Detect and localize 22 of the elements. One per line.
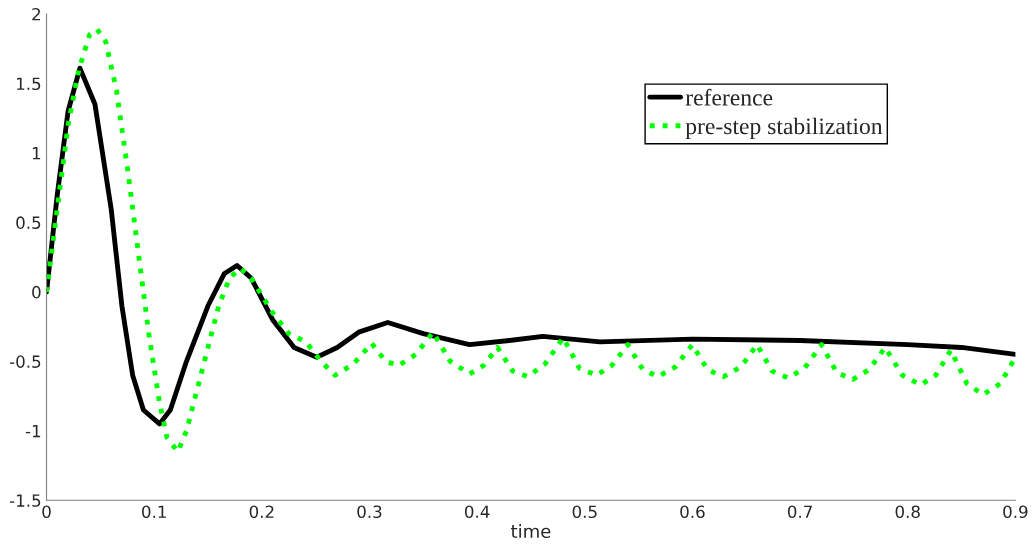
x-tick-label: 0 — [42, 505, 51, 519]
y-tick-label: -1.5 — [9, 494, 41, 507]
x-tick-label: 0.7 — [787, 505, 812, 519]
x-tick-label: 0.6 — [680, 505, 705, 519]
x-tick-label: 0.4 — [464, 505, 490, 519]
x-tick-label: 0.9 — [1003, 505, 1028, 519]
legend-label: pre-step stabilization — [685, 117, 883, 140]
x-tick-label: 0.2 — [249, 505, 274, 519]
x-tick-label: 0.3 — [357, 505, 382, 519]
line-series — [46, 65, 1016, 427]
x-tick-label: 0.8 — [895, 505, 920, 519]
y-tick-label: -0.5 — [9, 355, 41, 368]
y-tick-label: 0.5 — [16, 216, 41, 229]
legend-label: reference — [685, 88, 773, 106]
x-axis-title: time — [511, 524, 551, 539]
y-tick-label: 1.5 — [16, 77, 41, 91]
y-tick-label: 2 — [32, 7, 40, 21]
y-tick-label: -1 — [25, 425, 41, 438]
x-tick-label: 0.5 — [572, 505, 597, 519]
y-tick-label: 1 — [32, 147, 41, 160]
x-tick-label: 0.1 — [142, 505, 166, 519]
y-tick-label: 0 — [32, 285, 41, 299]
